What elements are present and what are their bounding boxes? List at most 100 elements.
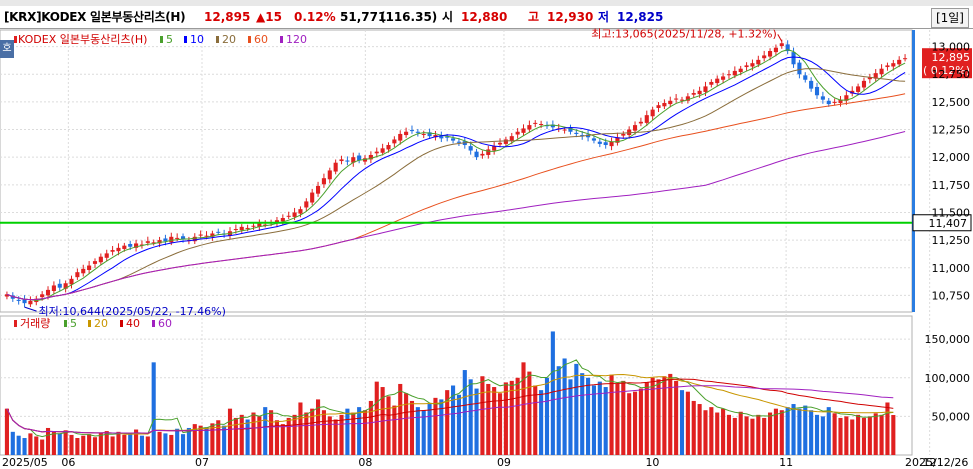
candle-body bbox=[40, 294, 45, 298]
volume-bar bbox=[274, 420, 280, 455]
volume-bar bbox=[139, 435, 145, 455]
candle-body bbox=[597, 141, 602, 144]
price-tick-label: 10,750 bbox=[932, 289, 971, 302]
candle-body bbox=[192, 236, 197, 242]
volume-bar bbox=[292, 414, 297, 455]
symbol-name[interactable]: [KRX]KODEX 일본부동산리츠(H) bbox=[4, 10, 186, 24]
candle-body bbox=[674, 98, 679, 100]
price-tick-label: 11,250 bbox=[932, 234, 971, 247]
price-legend-swatch bbox=[248, 36, 251, 43]
volume-bar bbox=[351, 412, 356, 455]
candle-body bbox=[515, 131, 520, 135]
last-price-label: 12,895 bbox=[932, 51, 971, 64]
candle-body bbox=[844, 95, 849, 101]
volume-bar bbox=[22, 438, 27, 455]
candle-body bbox=[486, 149, 491, 155]
low-value: 12,825 bbox=[617, 10, 664, 24]
volume-bar bbox=[110, 436, 115, 455]
volume-bar bbox=[580, 373, 585, 455]
candle-body bbox=[632, 125, 638, 131]
candle-body bbox=[116, 247, 121, 252]
price-tick-label: 11,500 bbox=[932, 206, 971, 219]
price-legend-swatch bbox=[160, 36, 163, 43]
volume-bar bbox=[885, 402, 890, 455]
candle-body bbox=[10, 295, 15, 299]
volume-bar bbox=[51, 431, 56, 455]
volume-bar bbox=[591, 385, 597, 455]
low-label: 저 bbox=[598, 10, 610, 24]
candle-body bbox=[644, 115, 649, 123]
volume-bar bbox=[856, 414, 861, 455]
candle-body bbox=[409, 130, 415, 132]
side-tab-button[interactable]: 호 bbox=[0, 40, 14, 58]
volume-bar bbox=[251, 412, 256, 455]
candle-body bbox=[81, 268, 86, 274]
volume-bar bbox=[721, 408, 726, 455]
volume-ma-line-60 bbox=[6, 385, 894, 434]
period-selector[interactable]: [1일] bbox=[930, 8, 969, 28]
volume-bar bbox=[873, 413, 878, 455]
candle-body bbox=[16, 299, 21, 301]
volume-bar bbox=[656, 379, 661, 455]
high-annotation: 최고:13,065(2025/11/28, +1.32%) bbox=[591, 27, 777, 40]
x-axis-label: 10 bbox=[645, 456, 659, 469]
price-legend-label: 10 bbox=[190, 33, 204, 46]
volume-bar bbox=[674, 380, 679, 455]
candle-body bbox=[814, 86, 820, 96]
candle-body bbox=[380, 148, 385, 153]
volume-bar bbox=[480, 376, 485, 455]
candle-body bbox=[773, 47, 778, 53]
x-axis-label: 11 bbox=[779, 456, 793, 469]
candle-body bbox=[122, 245, 127, 249]
volume-bar bbox=[445, 390, 450, 455]
volume-bar bbox=[750, 418, 755, 455]
candle-body bbox=[879, 68, 884, 75]
candle-body bbox=[368, 154, 373, 160]
candle-body bbox=[509, 136, 514, 141]
candle-body bbox=[327, 170, 332, 180]
price-legend-swatch bbox=[280, 36, 283, 43]
volume-legend-swatch bbox=[120, 320, 123, 327]
candle-body bbox=[75, 272, 80, 278]
candle-body bbox=[867, 77, 872, 80]
candle-body bbox=[826, 100, 831, 105]
candle-body bbox=[521, 128, 526, 133]
price-ma-line-5 bbox=[6, 49, 906, 302]
candle-body bbox=[151, 242, 156, 244]
volume-bar bbox=[814, 414, 820, 455]
candle-body bbox=[245, 227, 250, 229]
x-axis-label: 09 bbox=[497, 456, 511, 469]
candle-body bbox=[468, 146, 473, 151]
candle-body bbox=[527, 125, 532, 130]
volume-value: 51,771 bbox=[340, 10, 387, 24]
volume-legend-label: 60 bbox=[158, 317, 172, 330]
hline-label-box bbox=[912, 214, 972, 232]
candle-body bbox=[697, 90, 702, 95]
candle-body bbox=[45, 289, 51, 296]
candle-body bbox=[180, 236, 186, 240]
candle-body bbox=[251, 225, 256, 227]
candle-body bbox=[861, 80, 867, 88]
volume-bar bbox=[98, 432, 103, 455]
candle-body bbox=[885, 65, 890, 68]
price-legend-label: 5 bbox=[166, 33, 173, 46]
price-panel-frame bbox=[0, 29, 913, 313]
volume-bar bbox=[809, 410, 814, 455]
candle-body bbox=[445, 136, 450, 138]
volume-bar bbox=[40, 439, 45, 455]
candle-body bbox=[210, 233, 215, 237]
volume-bar bbox=[767, 412, 773, 455]
candle-body bbox=[679, 99, 685, 101]
volume-bar bbox=[726, 414, 732, 455]
candle-body bbox=[451, 138, 456, 141]
candle-body bbox=[721, 76, 726, 80]
volume-bar bbox=[474, 388, 479, 455]
candle-body bbox=[216, 231, 221, 233]
volume-bar bbox=[210, 423, 215, 455]
volume-bar bbox=[298, 402, 303, 455]
volume-bar bbox=[861, 417, 867, 455]
candle-body bbox=[22, 299, 27, 304]
volume-bar bbox=[762, 417, 767, 455]
candle-body bbox=[134, 243, 139, 248]
